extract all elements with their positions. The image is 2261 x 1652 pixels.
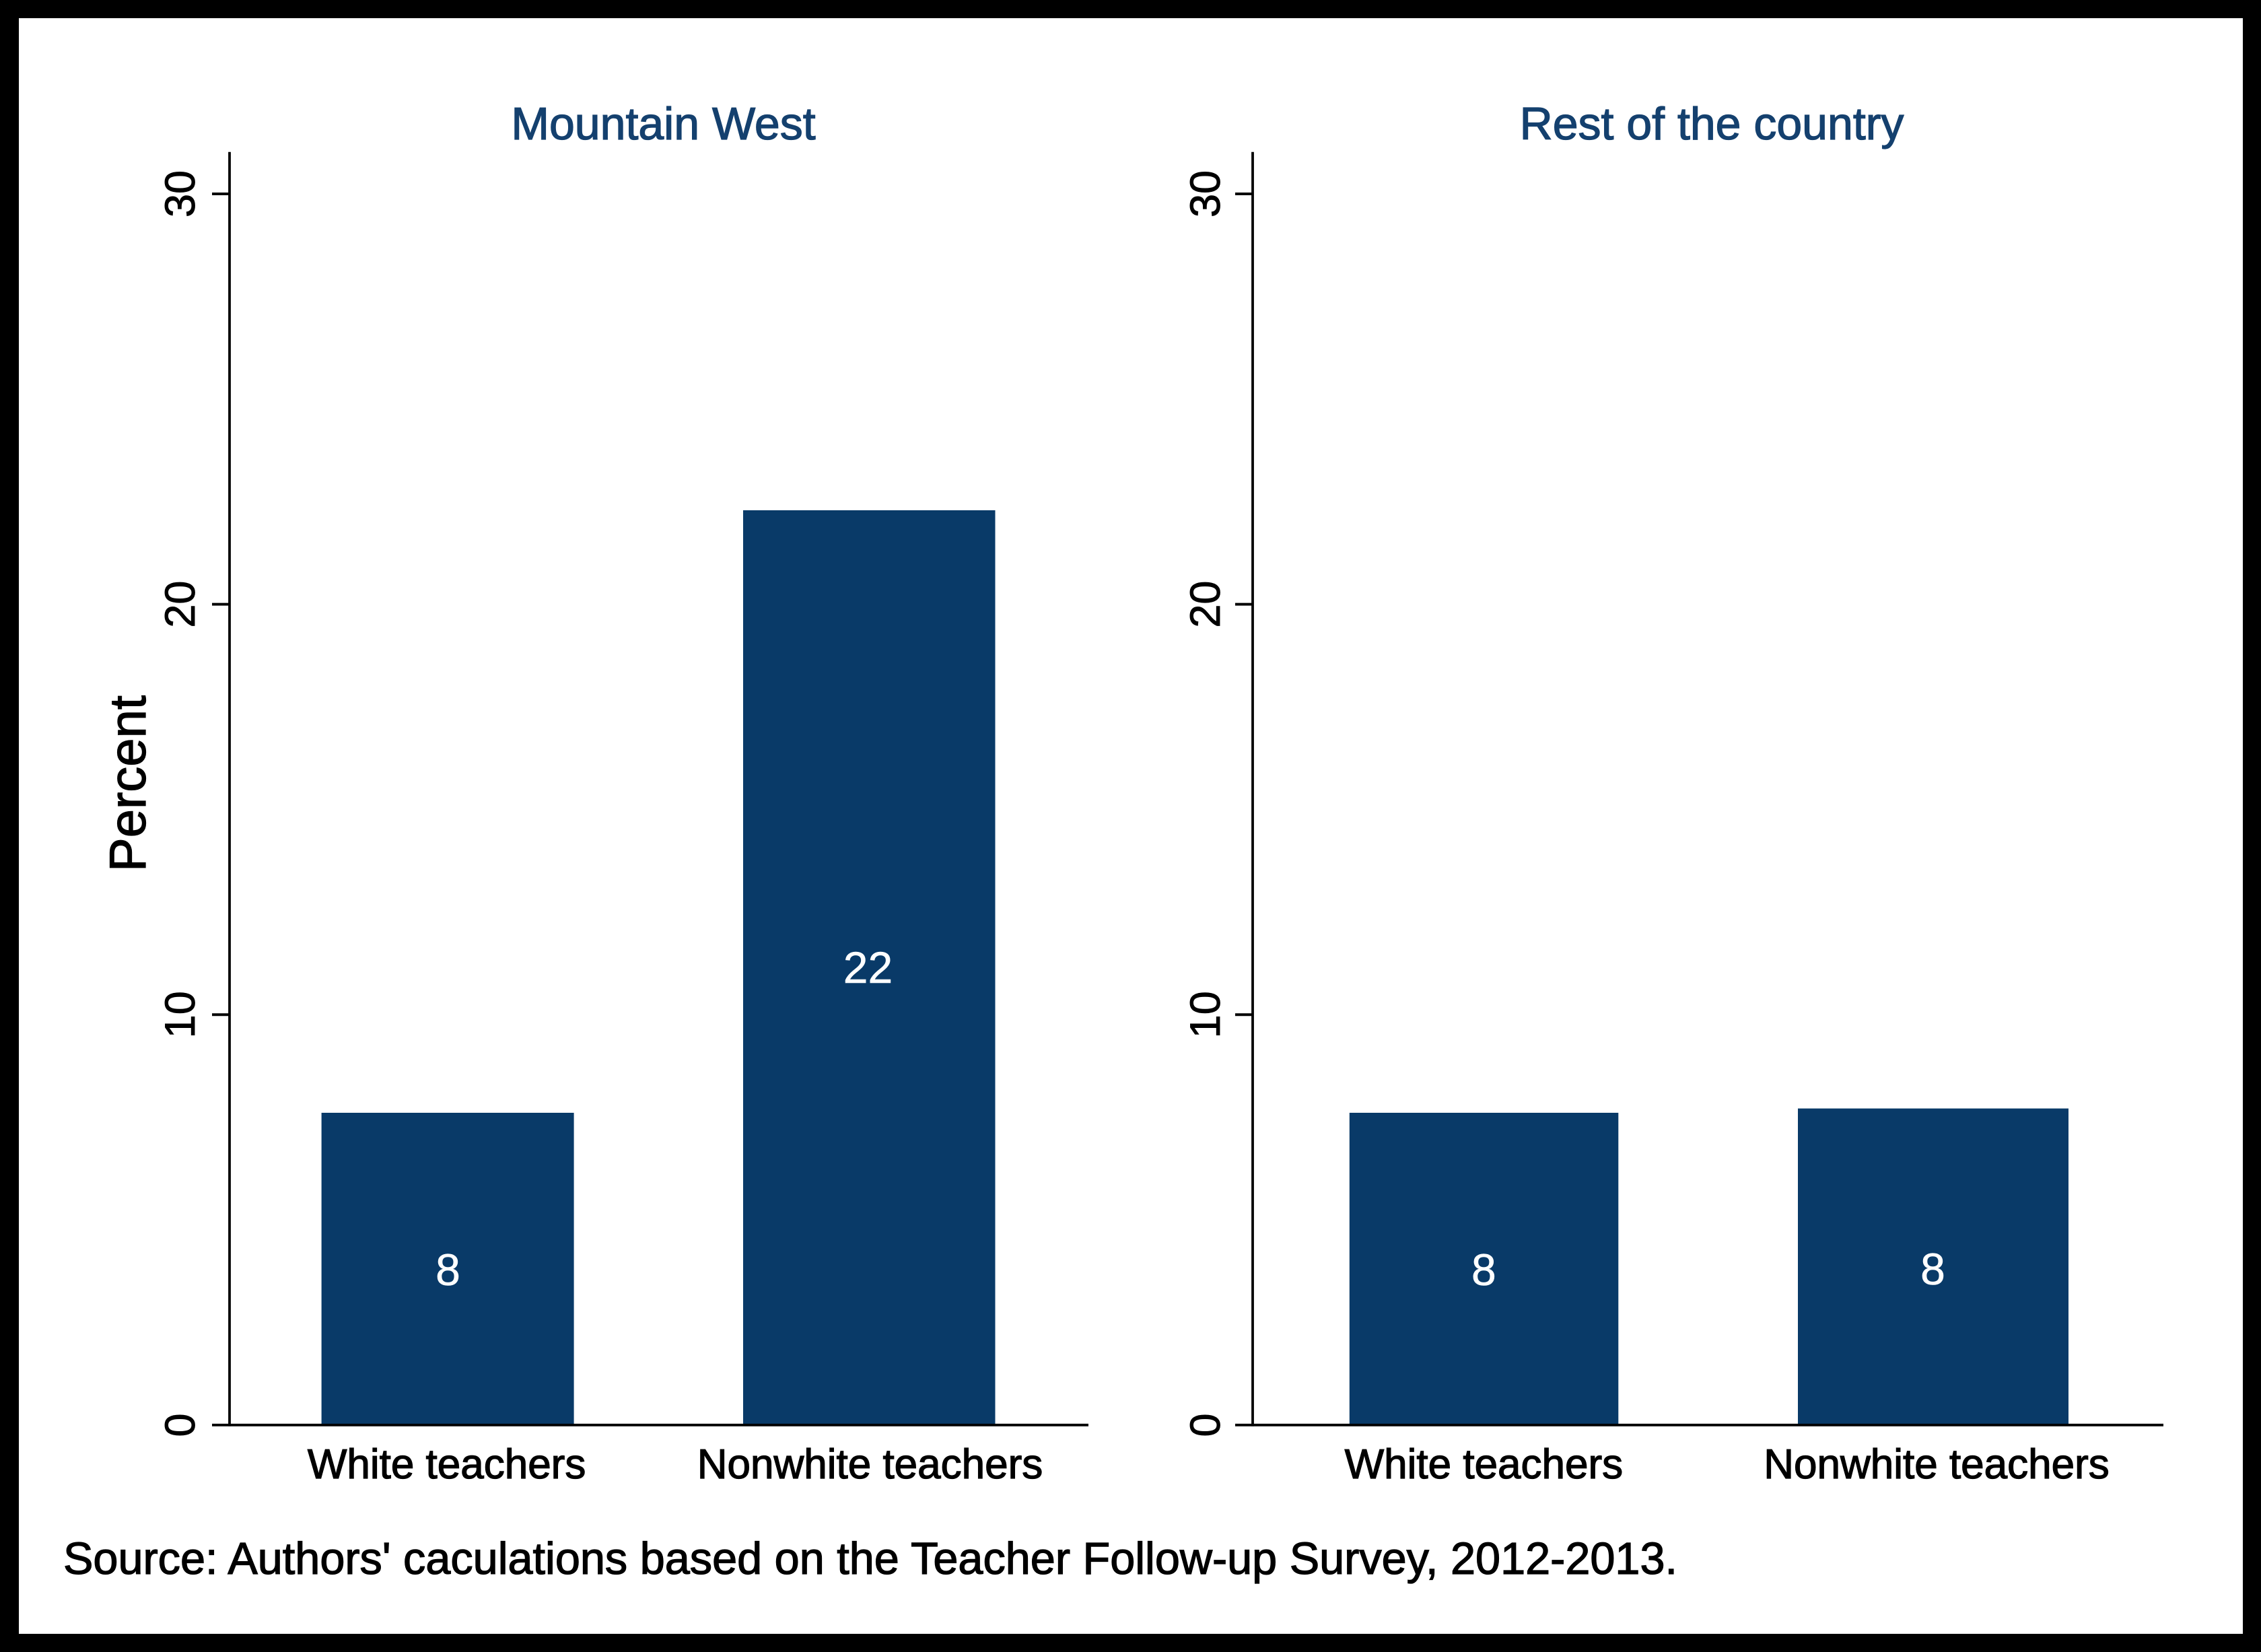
svg-text:22: 22 [843,942,893,992]
svg-text:White teachers: White teachers [308,1441,586,1488]
svg-text:10: 10 [1182,991,1229,1038]
svg-text:8: 8 [1471,1245,1496,1295]
svg-text:White teachers: White teachers [1345,1441,1624,1488]
svg-text:Mountain West: Mountain West [511,98,815,149]
svg-text:20: 20 [157,581,204,628]
svg-text:Percent: Percent [100,695,157,872]
svg-text:Nonwhite teachers: Nonwhite teachers [697,1441,1043,1488]
svg-text:0: 0 [1182,1413,1229,1437]
svg-text:20: 20 [1182,581,1229,628]
svg-text:Rest of the country: Rest of the country [1520,98,1904,149]
svg-text:Source: Authors' caculations b: Source: Authors' caculations based on th… [63,1534,1677,1584]
svg-text:8: 8 [436,1245,460,1295]
svg-text:30: 30 [1182,170,1229,217]
svg-text:0: 0 [157,1413,204,1437]
svg-text:8: 8 [1920,1244,1945,1294]
svg-text:30: 30 [157,170,204,217]
svg-text:10: 10 [157,991,204,1038]
svg-text:Nonwhite teachers: Nonwhite teachers [1764,1441,2110,1488]
